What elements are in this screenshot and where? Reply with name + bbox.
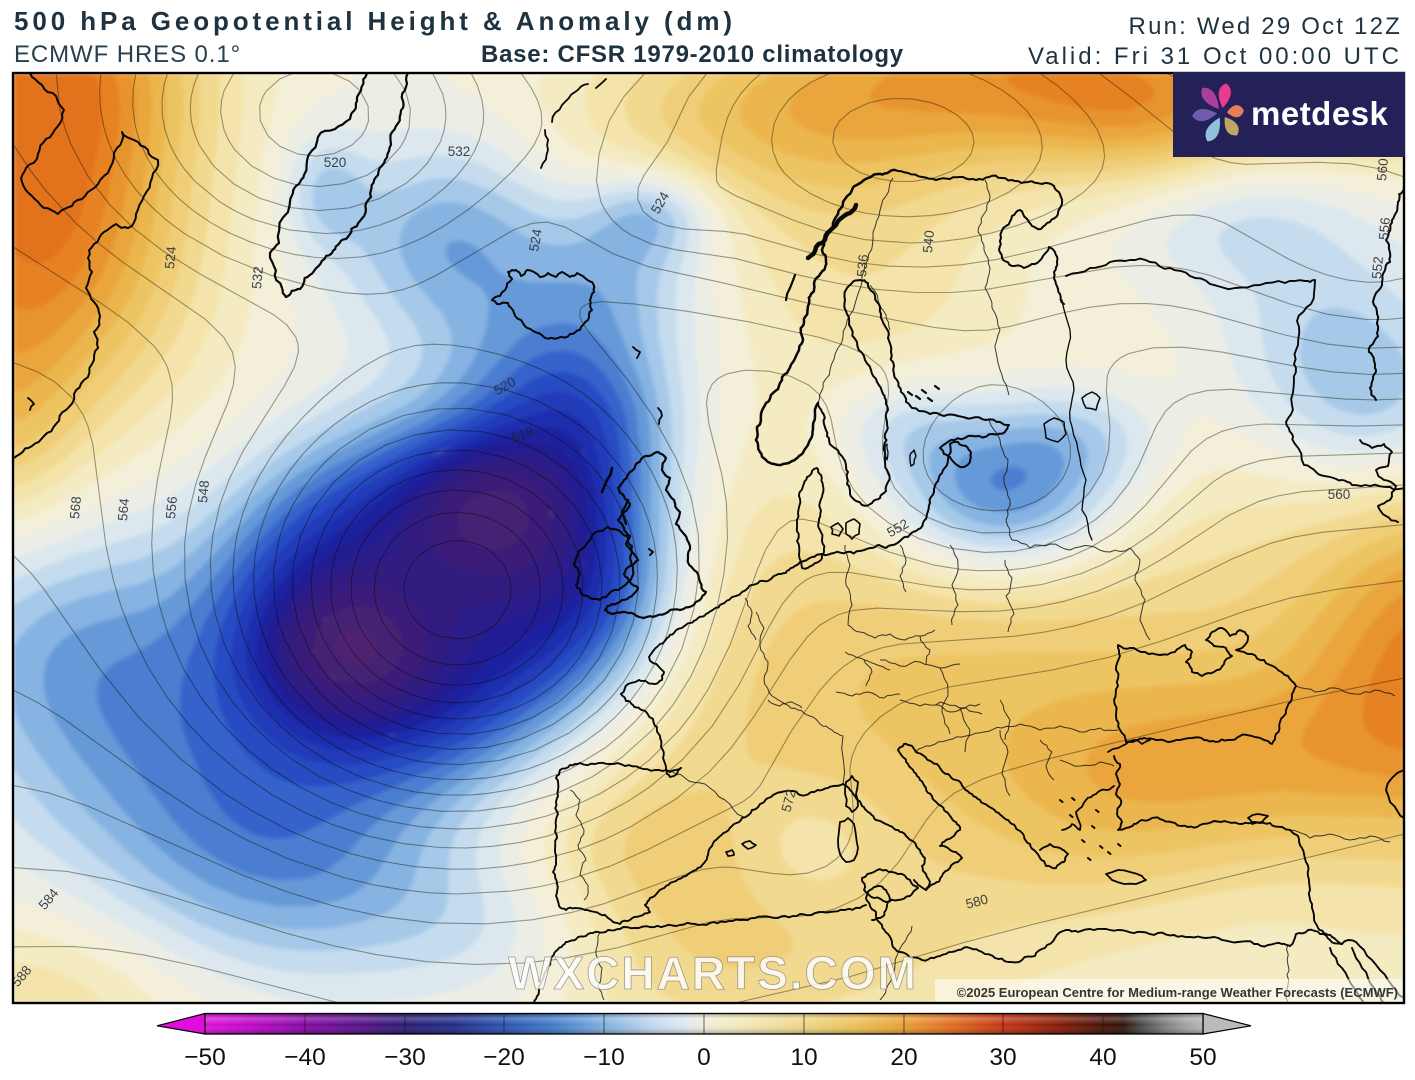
svg-text:532: 532 bbox=[448, 144, 471, 159]
svg-text:−40: −40 bbox=[284, 1044, 326, 1071]
svg-text:WXCHARTS.COM: WXCHARTS.COM bbox=[508, 947, 918, 999]
svg-text:580: 580 bbox=[964, 891, 990, 911]
svg-text:560: 560 bbox=[1328, 487, 1351, 502]
svg-text:40: 40 bbox=[1089, 1044, 1116, 1071]
svg-text:metdesk: metdesk bbox=[1251, 95, 1389, 132]
svg-text:572: 572 bbox=[778, 788, 798, 814]
svg-text:©2025 European Centre for Medi: ©2025 European Centre for Medium-range W… bbox=[957, 985, 1398, 1000]
svg-text:536: 536 bbox=[854, 254, 871, 278]
svg-text:564: 564 bbox=[115, 497, 132, 521]
svg-text:518: 518 bbox=[509, 424, 535, 446]
svg-text:568: 568 bbox=[67, 496, 84, 520]
svg-text:−10: −10 bbox=[583, 1044, 625, 1071]
svg-text:556: 556 bbox=[163, 496, 180, 520]
svg-text:552: 552 bbox=[1369, 256, 1386, 280]
svg-text:20: 20 bbox=[890, 1044, 917, 1071]
svg-text:−30: −30 bbox=[384, 1044, 426, 1071]
svg-text:532: 532 bbox=[249, 266, 266, 290]
svg-text:524: 524 bbox=[162, 245, 179, 269]
svg-text:−50: −50 bbox=[184, 1044, 226, 1071]
svg-text:50: 50 bbox=[1189, 1044, 1216, 1071]
svg-text:524: 524 bbox=[526, 227, 545, 252]
svg-text:520: 520 bbox=[324, 155, 347, 170]
svg-text:556: 556 bbox=[1376, 217, 1393, 241]
svg-text:−20: −20 bbox=[483, 1044, 525, 1071]
svg-text:0: 0 bbox=[697, 1044, 711, 1071]
svg-text:548: 548 bbox=[195, 480, 212, 504]
svg-text:540: 540 bbox=[920, 230, 937, 254]
svg-text:10: 10 bbox=[790, 1044, 817, 1071]
svg-text:30: 30 bbox=[989, 1044, 1016, 1071]
svg-text:560: 560 bbox=[1374, 158, 1391, 182]
